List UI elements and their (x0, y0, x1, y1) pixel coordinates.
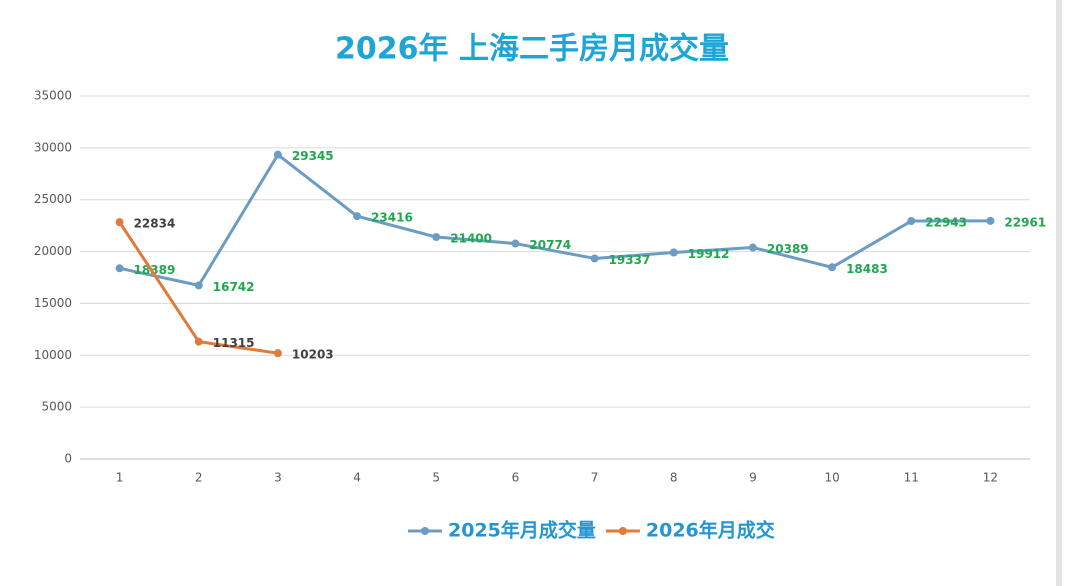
data-point (273, 349, 282, 358)
x-tick-label: 7 (591, 471, 599, 485)
legend-marker (421, 527, 429, 535)
data-point (986, 216, 995, 225)
data-label: 18389 (134, 263, 176, 277)
data-point (748, 243, 757, 252)
data-label: 29345 (292, 149, 334, 163)
x-tick-label: 2 (195, 471, 203, 485)
x-tick-label: 8 (670, 471, 678, 485)
data-label: 19337 (609, 253, 651, 267)
legend-label: 2025年月成交量 (448, 519, 596, 542)
y-tick-label: 10000 (34, 348, 72, 362)
data-label: 22961 (1004, 215, 1046, 229)
x-tick-label: 1 (116, 471, 124, 485)
frame-edge (1056, 0, 1062, 586)
y-tick-label: 30000 (34, 140, 72, 154)
data-point (273, 150, 282, 159)
x-tick-label: 10 (824, 471, 839, 485)
data-point (511, 239, 520, 248)
series-line (119, 153, 991, 287)
data-point (115, 264, 124, 273)
data-point (432, 233, 441, 242)
data-point (194, 337, 203, 346)
data-label: 19912 (688, 247, 730, 261)
y-tick-label: 20000 (34, 244, 72, 258)
y-tick-label: 0 (64, 452, 72, 466)
data-label: 23416 (371, 211, 413, 225)
data-point (669, 248, 678, 257)
x-tick-label: 12 (983, 471, 998, 485)
chart-title: 2026年 上海二手房月成交量 (335, 32, 729, 67)
y-tick-label: 25000 (34, 192, 72, 206)
data-point (590, 254, 599, 263)
data-point (828, 263, 837, 272)
data-point (115, 218, 124, 227)
data-label: 22943 (925, 216, 967, 230)
data-point (353, 212, 362, 221)
legend-marker (618, 527, 627, 535)
data-label: 11315 (213, 336, 255, 350)
data-point (194, 281, 203, 290)
x-tick-label: 9 (749, 471, 757, 485)
y-tick-label: 5000 (41, 400, 72, 414)
x-tick-label: 6 (512, 471, 520, 485)
data-label: 22834 (134, 217, 176, 231)
data-label: 21400 (450, 232, 492, 246)
x-tick-label: 5 (432, 471, 440, 485)
y-tick-label: 15000 (34, 296, 72, 310)
data-point (907, 217, 916, 226)
x-tick-label: 4 (353, 471, 361, 485)
legend-label: 2026年月成交 (646, 519, 775, 542)
data-label: 20389 (767, 242, 809, 256)
y-tick-label: 35000 (34, 89, 72, 103)
data-label: 10203 (292, 348, 334, 362)
x-tick-label: 11 (904, 471, 919, 485)
x-tick-label: 3 (274, 471, 282, 485)
data-label: 16742 (213, 280, 255, 294)
data-label: 20774 (529, 238, 571, 252)
data-label: 18483 (846, 262, 888, 276)
